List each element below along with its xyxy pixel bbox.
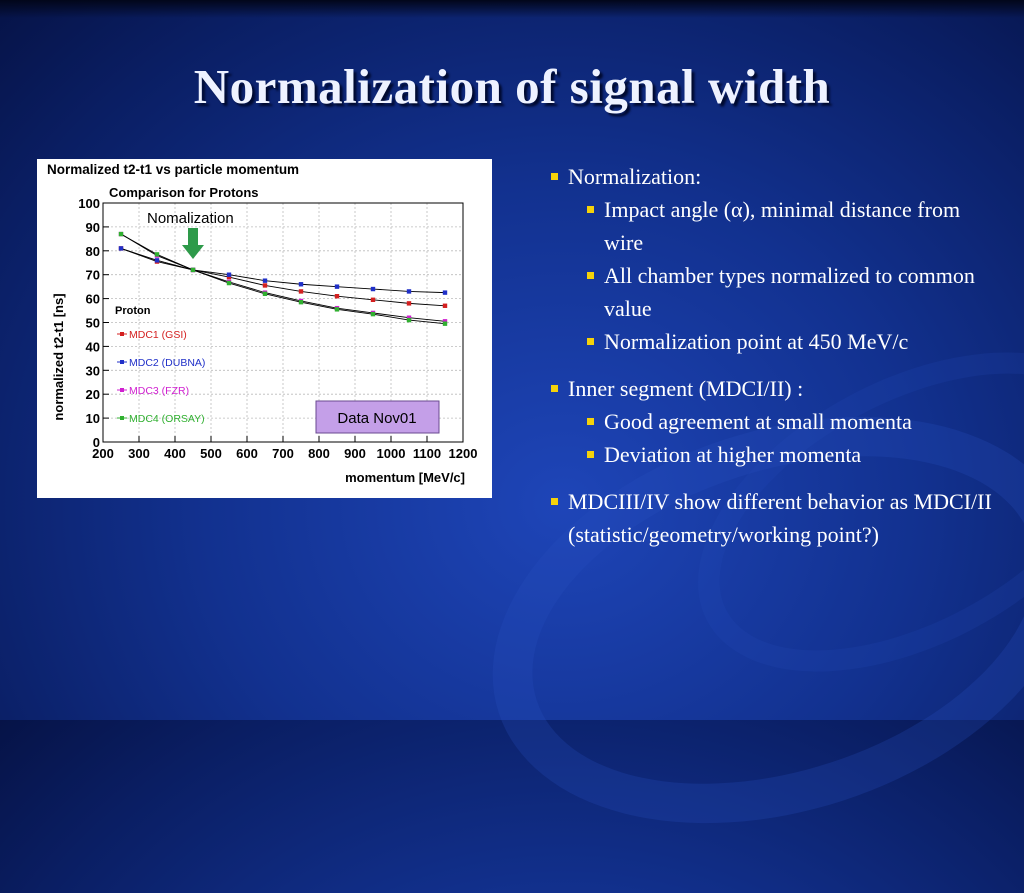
data-point [298,289,304,294]
data-point [298,282,304,287]
data-point [406,289,412,294]
series-line [120,233,446,322]
normalization-arrow-head [182,245,204,259]
bullet-mdc-behavior: MDCIII/IV show different behavior as MDC… [550,485,1000,551]
x-tick-label: 1000 [377,446,406,461]
series-line [120,247,446,307]
chart-subtitle: Comparison for Protons [109,185,259,200]
y-tick-label: 40 [86,339,100,354]
y-tick-label: 50 [86,316,100,331]
data-point [226,274,232,280]
y-tick-label: 30 [86,363,100,378]
slide-title: Normalization of signal width [193,59,831,114]
data-point [154,252,160,257]
data-point [118,246,124,251]
data-point [370,286,376,292]
x-tick-label: 900 [344,446,366,461]
legend-label: MDC3 (FZR) [129,385,189,397]
data-point [226,272,232,277]
y-tick-label: 10 [86,411,100,426]
data-point [406,301,412,306]
normalization-annotation: Nomalization [147,210,234,227]
data-point [334,307,340,312]
legend-marker [120,332,124,336]
sub-bullet-normalization-point: Normalization point at 450 MeV/c [586,325,1000,358]
series-line [120,233,446,325]
data-point [154,258,160,263]
sub-bullet-impact-angle: Impact angle (α), minimal distance from … [586,193,1000,259]
data-point [370,311,376,317]
x-tick-label: 500 [200,446,222,461]
sub-bullet-chamber-types: All chamber types normalized to common v… [586,259,1000,325]
bullet-list: Normalization: Impact angle (α), minimal… [550,160,1000,551]
x-tick-label: 800 [308,446,330,461]
x-tick-label: 1200 [449,446,478,461]
series-line [120,247,446,294]
data-point [442,321,448,326]
chart-title: Normalized t2-t1 vs particle momentum [47,162,299,177]
data-point [334,294,340,299]
sub-bullet-good-agreement: Good agreement at small momenta [586,405,1000,438]
y-tick-label: 100 [78,196,100,211]
chart-panel: Normalized t2-t1 vs particle momentum Co… [37,159,492,498]
y-tick-label: 0 [93,435,100,450]
data-point [262,291,268,297]
bullet-normalization: Normalization: [550,160,1000,193]
data-label: Data Nov01 [337,410,416,427]
normalization-arrow-shaft [188,228,198,245]
x-axis-label: momentum [MeV/c] [345,470,465,485]
data-label-box [315,400,440,434]
legend-label: MDC2 (DUBNA) [129,357,205,369]
legend-marker [120,360,124,364]
data-point [226,280,232,286]
data-point [406,315,412,320]
data-point [370,297,376,302]
data-point [334,284,340,289]
chart-svg: Normalized t2-t1 vs particle momentum Co… [47,162,478,485]
y-tick-label: 80 [86,244,100,259]
x-tick-label: 700 [272,446,294,461]
data-point [442,290,448,295]
y-tick-label: 20 [86,387,100,402]
top-shadow-bar [0,0,1024,18]
x-tick-label: 400 [164,446,186,461]
y-tick-label: 70 [86,268,100,283]
y-tick-label: 90 [86,220,100,235]
x-tick-label: 200 [92,446,114,461]
data-point [262,278,268,283]
legend-label: MDC4 (ORSAY) [129,413,205,425]
x-tick-label: 1100 [413,446,441,461]
x-tick-label: 600 [236,446,258,461]
bullet-inner-segment: Inner segment (MDCI/II) : [550,372,1000,405]
legend-title: Proton [115,305,151,317]
data-point [442,319,448,324]
legend-label: MDC1 (GSI) [129,329,187,341]
x-tick-label: 300 [128,446,150,461]
y-tick-label: 60 [86,292,100,307]
data-point [262,283,268,288]
sub-bullet-deviation: Deviation at higher momenta [586,438,1000,471]
data-point [118,231,124,237]
y-axis-label: normalized t2-t1 [ns] [51,293,66,420]
data-point [190,267,196,273]
data-point [298,299,304,305]
data-point [442,303,448,308]
data-point [406,317,412,323]
legend-marker [120,416,124,420]
legend-marker [120,388,124,392]
